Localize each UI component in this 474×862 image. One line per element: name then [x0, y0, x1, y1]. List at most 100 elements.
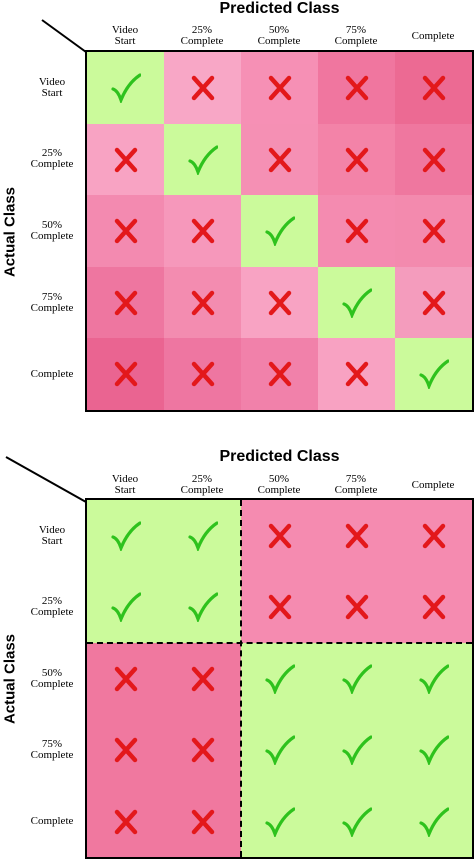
top-matrix-cell — [318, 338, 396, 410]
top-matrix-cell — [241, 195, 319, 268]
top-column-label-line: Complete — [411, 30, 455, 42]
bottom-column-label-line: Video — [111, 473, 139, 485]
bottom-column-label-line: Start — [114, 484, 136, 496]
bottom-matrix-cell — [318, 785, 396, 857]
bottom-row-label-line: 50% — [41, 666, 63, 679]
bottom-matrix-cell — [87, 571, 165, 644]
bottom-cross-icon — [342, 592, 372, 622]
top-cross-icon — [342, 359, 372, 389]
bottom-y-axis-label: Actual Class — [0, 500, 20, 858]
bottom-panel-title: Predicted Class — [219, 448, 340, 465]
top-column-label: Video Start — [87, 25, 163, 47]
bottom-vertical-divider — [240, 500, 242, 857]
bottom-cross-icon — [188, 664, 218, 694]
bottom-matrix-cell — [318, 714, 396, 787]
top-row-label-line: 50% — [41, 219, 63, 231]
bottom-check-icon — [342, 735, 372, 766]
bottom-check-icon — [342, 806, 372, 837]
bottom-cross-icon — [419, 592, 449, 622]
bottom-check-icon — [111, 592, 141, 623]
bottom-cross-icon — [111, 664, 141, 694]
bottom-row-label-line: Complete — [30, 677, 74, 690]
bottom-check-icon — [419, 806, 449, 837]
top-panel-title: Predicted Class — [219, 0, 340, 17]
top-column-label-line: Complete — [180, 35, 224, 47]
bottom-row-label-line: 75% — [41, 737, 63, 750]
top-row-label-line: Start — [41, 86, 63, 99]
top-row-label-line: 75% — [41, 290, 63, 303]
bottom-matrix-cell — [241, 642, 319, 715]
top-column-label-line: 50% — [268, 24, 290, 36]
top-matrix-cell — [395, 338, 472, 410]
top-column-label: Complete — [395, 31, 471, 42]
bottom-matrix-cell — [318, 500, 396, 572]
bottom-check-icon — [342, 664, 372, 694]
top-row-label-line: Complete — [30, 230, 74, 242]
top-cross-icon — [342, 145, 372, 175]
top-check-icon — [419, 359, 449, 390]
top-matrix-cell — [318, 195, 396, 268]
top-matrix-cell — [241, 266, 319, 339]
top-cross-icon — [265, 73, 295, 103]
bottom-check-icon — [419, 735, 449, 766]
bottom-row-label-line: Complete — [30, 814, 74, 827]
bottom-matrix-cell — [395, 500, 472, 572]
bottom-check-icon — [419, 664, 449, 694]
bottom-matrix-cell — [395, 642, 472, 715]
bottom-column-label-line: Complete — [180, 484, 224, 496]
top-cross-icon — [265, 288, 295, 318]
top-matrix-cell — [395, 52, 472, 125]
top-cross-icon — [419, 145, 449, 175]
top-matrix-cell — [241, 52, 319, 125]
top-column-label: 75% Complete — [318, 25, 394, 47]
bottom-matrix-cell — [164, 714, 242, 787]
bottom-matrix-cell — [395, 714, 472, 787]
top-matrix-cell — [164, 266, 242, 339]
top-matrix-cell — [318, 123, 396, 196]
top-cross-icon — [111, 359, 141, 389]
top-confusion-panel: Predicted Class Video Start 25% Complete 50%… — [0, 0, 474, 415]
bottom-horizontal-divider — [87, 641, 472, 644]
bottom-matrix-cell — [318, 642, 396, 715]
top-check-icon — [342, 288, 372, 318]
top-matrix-cell — [241, 338, 319, 410]
bottom-cross-icon — [265, 521, 295, 551]
top-corner-diagonal — [41, 19, 87, 53]
top-cross-icon — [342, 73, 372, 103]
bottom-matrix-cell — [87, 642, 165, 715]
bottom-matrix-cell — [395, 571, 472, 644]
top-matrix-cell — [318, 266, 396, 339]
bottom-row-label-line: Video — [38, 523, 66, 536]
bottom-cross-icon — [188, 735, 218, 765]
top-cross-icon — [265, 145, 295, 175]
bottom-row-label: 25% Complete — [22, 596, 82, 618]
bottom-row-label-line: 25% — [41, 595, 63, 608]
top-row-label: Complete — [22, 368, 82, 380]
top-matrix-cell — [87, 123, 165, 196]
bottom-column-label: Complete — [395, 480, 471, 491]
top-cross-icon — [342, 216, 372, 246]
bottom-matrix-cell — [164, 785, 242, 857]
top-cross-icon — [188, 359, 218, 389]
bottom-matrix-cell — [164, 500, 242, 572]
bottom-matrix-cell — [241, 785, 319, 857]
top-cross-icon — [188, 73, 218, 103]
top-row-label-line: Video — [38, 75, 66, 88]
bottom-cross-icon — [419, 521, 449, 551]
bottom-row-label-line: Complete — [30, 606, 74, 619]
top-matrix-cell — [395, 123, 472, 196]
bottom-check-icon — [265, 735, 295, 766]
bottom-row-label: Video Start — [22, 523, 82, 547]
bottom-matrix-cell — [87, 785, 165, 857]
bottom-check-icon — [265, 664, 295, 694]
top-cross-icon — [111, 145, 141, 175]
bottom-matrix-cell — [164, 571, 242, 644]
top-column-label-line: Complete — [334, 35, 378, 47]
bottom-check-icon — [265, 806, 295, 837]
top-matrix-cell — [87, 338, 165, 410]
top-column-label-line: 75% — [345, 24, 367, 36]
bottom-column-label-line: 50% — [268, 473, 290, 485]
top-column-label: 50% Complete — [241, 25, 317, 47]
bottom-column-label-line: Complete — [334, 484, 378, 496]
bottom-column-label-line: Complete — [257, 484, 301, 496]
